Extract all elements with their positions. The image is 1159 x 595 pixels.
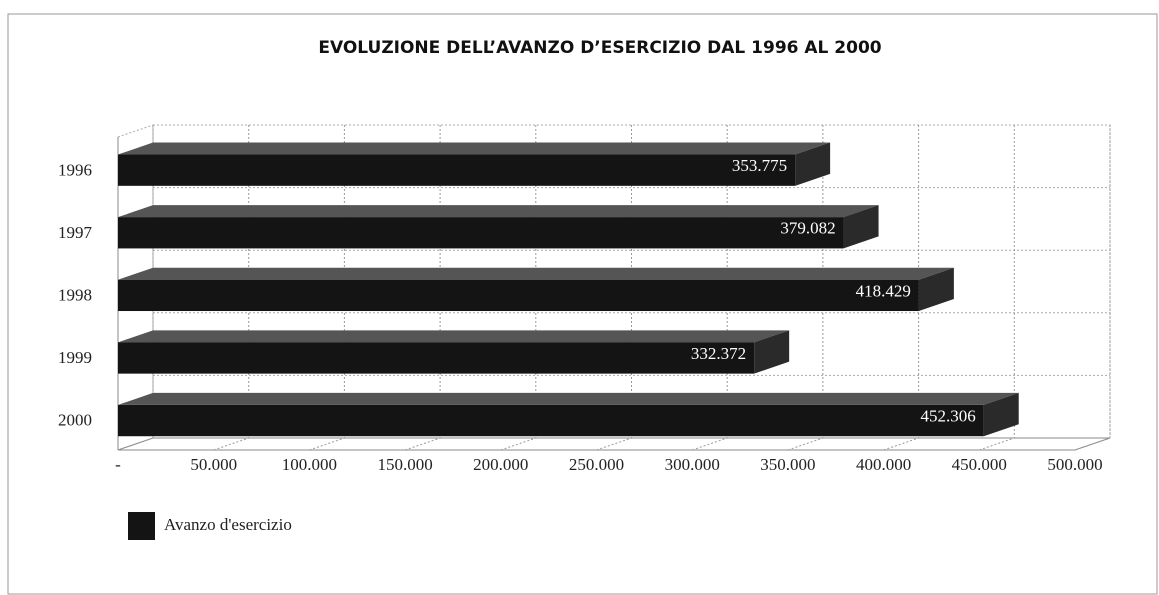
floor xyxy=(117,437,1111,451)
floor-grid-line xyxy=(309,437,345,451)
x-tick-label: 200.000 xyxy=(473,455,528,474)
x-tick-label: 150.000 xyxy=(377,455,432,474)
floor-grid-line xyxy=(596,437,632,451)
x-tick-label: - xyxy=(115,455,121,474)
floor-grid-line xyxy=(500,437,536,451)
legend-swatch xyxy=(128,512,155,540)
bar-end xyxy=(843,205,879,249)
bar-end xyxy=(983,392,1019,437)
bar-top xyxy=(118,392,1019,405)
floor-grid-line xyxy=(787,437,824,451)
bar-top xyxy=(118,205,879,218)
value-label: 418.429 xyxy=(856,281,911,300)
bar xyxy=(118,154,796,186)
x-tick-label: 100.000 xyxy=(282,455,337,474)
frame xyxy=(7,13,1158,595)
bar-top xyxy=(118,267,954,280)
bar xyxy=(118,279,919,312)
x-tick-label: 350.000 xyxy=(760,455,815,474)
y-tick-label: 1996 xyxy=(58,160,92,179)
y-tick-label: 1998 xyxy=(58,286,92,305)
floor-grid-line xyxy=(883,437,919,451)
floor-grid-line xyxy=(692,437,728,451)
y-tick-label: 1999 xyxy=(58,348,92,367)
bar xyxy=(118,404,984,437)
x-tick-label: 450.000 xyxy=(952,455,1007,474)
x-tick-label: 500.000 xyxy=(1047,455,1102,474)
x-tick-label: 300.000 xyxy=(665,455,720,474)
bar-top xyxy=(118,330,790,343)
x-tick-label: 50.000 xyxy=(190,455,237,474)
x-tick-label: 400.000 xyxy=(856,455,911,474)
value-label: 353.775 xyxy=(732,156,787,175)
bar-end xyxy=(754,330,790,374)
floor-grid-line xyxy=(979,437,1015,451)
bar xyxy=(118,217,844,249)
y-tick-label: 2000 xyxy=(58,411,92,430)
legend-label: Avanzo d'esercizio xyxy=(164,515,292,534)
value-label: 452.306 xyxy=(920,406,975,425)
floor-grid-line xyxy=(213,437,249,451)
bar xyxy=(118,342,755,374)
bar-top xyxy=(118,142,831,155)
value-label: 332.372 xyxy=(691,344,746,363)
chart-title: EVOLUZIONE DELL’AVANZO D’ESERCIZIO DAL 1… xyxy=(318,38,881,58)
bar-end xyxy=(918,267,954,312)
value-label: 379.082 xyxy=(780,219,835,238)
y-axis-depth xyxy=(117,124,154,138)
y-tick-label: 1997 xyxy=(58,223,93,242)
floor-grid-line xyxy=(404,437,441,451)
x-tick-label: 250.000 xyxy=(569,455,624,474)
bar-end xyxy=(795,142,831,186)
